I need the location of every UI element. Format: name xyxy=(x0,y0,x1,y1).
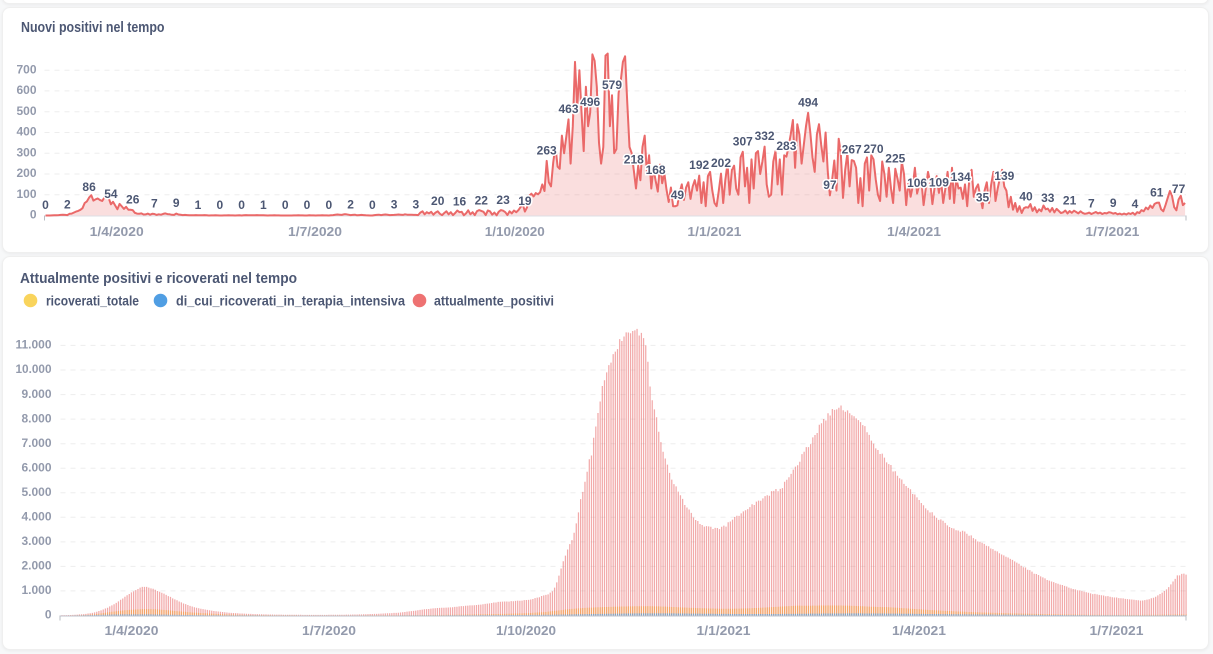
svg-text:270: 270 xyxy=(863,142,883,156)
svg-text:192: 192 xyxy=(689,158,709,172)
svg-text:700: 700 xyxy=(16,62,36,76)
svg-text:500: 500 xyxy=(16,104,36,118)
svg-text:22: 22 xyxy=(475,193,489,207)
svg-text:40: 40 xyxy=(1019,190,1033,204)
svg-text:0: 0 xyxy=(45,608,52,622)
svg-text:0: 0 xyxy=(42,198,49,212)
svg-text:35: 35 xyxy=(976,191,990,205)
svg-text:283: 283 xyxy=(776,139,796,153)
svg-text:97: 97 xyxy=(823,178,837,192)
svg-text:109: 109 xyxy=(929,175,949,189)
svg-text:1: 1 xyxy=(260,198,267,212)
svg-text:7: 7 xyxy=(151,197,158,211)
svg-text:Attualmente positivi e ricover: Attualmente positivi e ricoverati nel te… xyxy=(20,270,297,287)
svg-text:16: 16 xyxy=(453,195,467,209)
svg-text:26: 26 xyxy=(126,193,140,207)
svg-text:496: 496 xyxy=(580,95,600,109)
svg-text:1/1/2021: 1/1/2021 xyxy=(697,624,751,638)
svg-text:61: 61 xyxy=(1150,185,1164,199)
svg-text:19: 19 xyxy=(518,194,532,208)
svg-text:49: 49 xyxy=(671,188,685,202)
svg-text:6.000: 6.000 xyxy=(22,460,52,474)
svg-text:86: 86 xyxy=(82,180,96,194)
svg-text:di_cui_ricoverati_in_terapia_i: di_cui_ricoverati_in_terapia_intensiva xyxy=(176,293,405,309)
svg-text:9.000: 9.000 xyxy=(22,387,52,401)
svg-text:202: 202 xyxy=(711,156,731,170)
svg-text:1/4/2021: 1/4/2021 xyxy=(892,624,946,638)
svg-text:0: 0 xyxy=(238,198,245,212)
svg-text:7.000: 7.000 xyxy=(22,436,52,450)
svg-text:7: 7 xyxy=(1088,197,1095,211)
svg-text:0: 0 xyxy=(216,198,223,212)
svg-text:1/4/2021: 1/4/2021 xyxy=(887,225,941,239)
svg-text:4.000: 4.000 xyxy=(22,510,52,524)
svg-text:1: 1 xyxy=(195,198,202,212)
svg-text:139: 139 xyxy=(994,169,1014,183)
svg-text:400: 400 xyxy=(16,125,36,139)
svg-text:Nuovi positivi nel tempo: Nuovi positivi nel tempo xyxy=(21,19,165,36)
svg-text:5.000: 5.000 xyxy=(22,485,52,499)
svg-text:2: 2 xyxy=(347,198,354,212)
svg-text:1/7/2020: 1/7/2020 xyxy=(302,624,356,638)
svg-text:463: 463 xyxy=(558,102,578,116)
svg-text:600: 600 xyxy=(16,83,36,97)
svg-text:1/7/2020: 1/7/2020 xyxy=(288,225,342,239)
svg-text:9: 9 xyxy=(1110,196,1117,210)
svg-text:168: 168 xyxy=(646,163,666,177)
svg-text:267: 267 xyxy=(842,143,862,157)
svg-text:263: 263 xyxy=(537,143,557,157)
svg-text:0: 0 xyxy=(282,198,289,212)
svg-text:0: 0 xyxy=(325,198,332,212)
svg-text:332: 332 xyxy=(755,129,775,143)
svg-text:1/4/2020: 1/4/2020 xyxy=(90,225,144,239)
svg-text:23: 23 xyxy=(496,193,510,207)
svg-text:300: 300 xyxy=(16,145,36,159)
svg-text:11.000: 11.000 xyxy=(16,338,52,352)
svg-text:0: 0 xyxy=(304,198,311,212)
svg-text:579: 579 xyxy=(602,78,622,92)
svg-text:1/4/2020: 1/4/2020 xyxy=(105,624,159,638)
svg-text:9: 9 xyxy=(173,196,180,210)
svg-text:54: 54 xyxy=(104,187,118,201)
svg-text:1/10/2020: 1/10/2020 xyxy=(485,225,545,239)
svg-text:200: 200 xyxy=(16,166,36,180)
svg-text:77: 77 xyxy=(1172,182,1186,196)
svg-text:0: 0 xyxy=(369,198,376,212)
svg-text:106: 106 xyxy=(907,176,927,190)
svg-text:3: 3 xyxy=(391,197,398,211)
svg-text:21: 21 xyxy=(1063,194,1077,208)
svg-text:1/7/2021: 1/7/2021 xyxy=(1085,225,1139,239)
svg-text:1/10/2020: 1/10/2020 xyxy=(496,624,556,638)
svg-text:20: 20 xyxy=(431,194,445,208)
svg-text:8.000: 8.000 xyxy=(22,411,52,425)
svg-text:3.000: 3.000 xyxy=(22,534,52,548)
svg-text:100: 100 xyxy=(16,187,36,201)
svg-text:ricoverati_totale: ricoverati_totale xyxy=(46,293,139,309)
svg-text:307: 307 xyxy=(733,134,753,148)
svg-text:1/7/2021: 1/7/2021 xyxy=(1090,624,1144,638)
svg-text:attualmente_positivi: attualmente_positivi xyxy=(434,293,554,309)
svg-text:1.000: 1.000 xyxy=(22,583,52,597)
svg-text:4: 4 xyxy=(1132,197,1139,211)
svg-text:218: 218 xyxy=(624,153,644,167)
svg-text:33: 33 xyxy=(1041,191,1055,205)
svg-text:225: 225 xyxy=(885,151,905,165)
svg-text:3: 3 xyxy=(413,197,420,211)
svg-text:2: 2 xyxy=(64,198,71,212)
svg-text:134: 134 xyxy=(951,170,971,184)
svg-text:494: 494 xyxy=(798,95,818,109)
svg-text:0: 0 xyxy=(30,208,37,222)
svg-text:2.000: 2.000 xyxy=(22,559,52,573)
svg-text:1/1/2021: 1/1/2021 xyxy=(687,225,741,239)
svg-text:10.000: 10.000 xyxy=(16,362,52,376)
